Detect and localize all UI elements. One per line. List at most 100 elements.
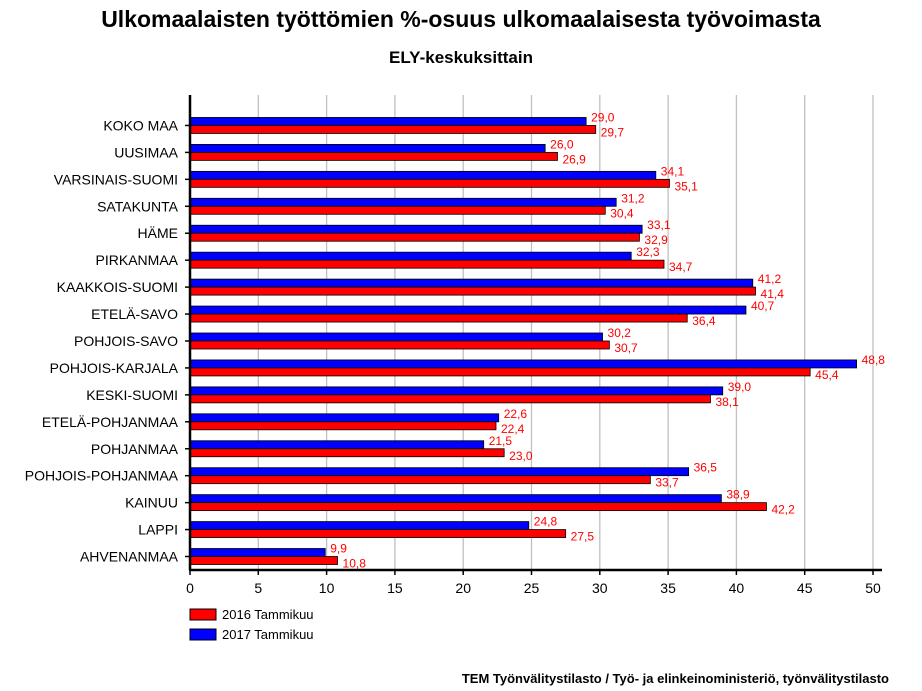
category-label: POHJOIS-SAVO — [74, 333, 178, 349]
category-label: PIRKANMAA — [96, 252, 179, 268]
value-label-2017: 31,2 — [621, 191, 645, 205]
category-label: POHJOIS-POHJANMAA — [25, 468, 179, 484]
legend: 2016 Tammikuu 2017 Tammikuu — [189, 607, 314, 642]
category-label: KAINUU — [125, 495, 178, 511]
value-label-2017: 30,2 — [608, 326, 632, 340]
bar-2016 — [189, 556, 338, 565]
value-label-2016: 26,9 — [562, 152, 586, 166]
category-label: UUSIMAA — [114, 144, 178, 160]
value-label-2017: 33,1 — [647, 218, 671, 232]
value-label-2016: 23,0 — [509, 449, 533, 463]
x-tick-label: 5 — [254, 580, 262, 596]
value-label-2017: 26,0 — [550, 137, 574, 151]
value-label-2017: 29,0 — [591, 110, 615, 124]
bar-2017 — [189, 144, 546, 153]
chart-subtitle: ELY-keskuksittain — [389, 48, 533, 67]
x-tick-label: 40 — [729, 580, 745, 596]
bar-2017 — [189, 386, 724, 396]
bar-2016 — [189, 125, 597, 134]
bar-2017 — [189, 278, 754, 288]
bar-2016 — [189, 340, 610, 350]
value-label-2016: 42,2 — [771, 503, 795, 517]
bar-2016 — [189, 205, 606, 215]
axes: 0 5 10 15 20 25 30 35 40 45 50 KOKO MAA UUSIMAA VARSI… — [25, 95, 882, 596]
value-label-2016: 30,7 — [614, 341, 638, 355]
x-tick-label: 35 — [660, 580, 676, 596]
legend-label: 2017 Tammikuu — [222, 627, 314, 642]
legend-label: 2016 Tammikuu — [222, 607, 314, 622]
bar-2017 — [189, 170, 657, 180]
bar-2017 — [189, 117, 587, 126]
x-tick-label: 0 — [186, 580, 194, 596]
bar-2017 — [189, 413, 500, 423]
value-label-2016: 35,1 — [674, 179, 698, 193]
value-label-2016: 32,9 — [644, 233, 668, 247]
category-label: ETELÄ-SAVO — [91, 306, 178, 322]
value-label-2017: 48,8 — [862, 353, 886, 367]
bar-2017 — [189, 224, 643, 234]
value-label-2016: 27,5 — [571, 530, 595, 544]
bar-2017 — [189, 359, 858, 369]
legend-swatch — [189, 628, 217, 641]
source-note: TEM Työnvälitystilasto / Työ- ja elinkei… — [462, 671, 889, 686]
bar-2016 — [189, 286, 756, 296]
bar-2016 — [189, 367, 811, 377]
x-tick-label: 30 — [592, 580, 608, 596]
x-tick-label: 25 — [524, 580, 540, 596]
x-tick-label: 10 — [319, 580, 335, 596]
value-label-2017: 36,5 — [694, 461, 718, 475]
bar-2016 — [189, 475, 651, 485]
value-label-2016: 38,1 — [715, 395, 739, 409]
category-label: SATAKUNTA — [97, 198, 179, 214]
bar-2017 — [189, 467, 689, 477]
bar-2017 — [189, 332, 603, 342]
value-label-2017: 34,1 — [661, 164, 685, 178]
value-label-2016: 22,4 — [501, 422, 525, 436]
value-label-2017: 39,0 — [728, 380, 752, 394]
legend-swatch — [189, 608, 217, 621]
value-label-2016: 41,4 — [761, 287, 785, 301]
bar-2017 — [189, 521, 530, 530]
x-tick-label: 50 — [865, 580, 881, 596]
bar-2016 — [189, 421, 497, 431]
bar-2017 — [189, 251, 632, 261]
bar-2016 — [189, 313, 688, 323]
value-label-2017: 40,7 — [751, 299, 775, 313]
x-tick-label: 45 — [797, 580, 813, 596]
chart-title: Ulkomaalaisten työttömien %-osuus ulkoma… — [101, 6, 821, 32]
bar-2016 — [189, 259, 665, 269]
bar-2016 — [189, 232, 640, 242]
bar-2017 — [189, 548, 326, 557]
category-label: KOKO MAA — [103, 117, 178, 133]
category-label: ETELÄ-POHJANMAA — [42, 414, 179, 430]
value-label-2016: 45,4 — [815, 368, 839, 382]
bar-2017 — [189, 197, 617, 207]
value-label-2016: 10,8 — [343, 557, 367, 571]
value-label-2016: 34,7 — [669, 260, 693, 274]
x-tick-label: 20 — [455, 580, 471, 596]
category-label: AHVENANMAA — [80, 549, 179, 565]
bars — [189, 117, 858, 565]
category-label: POHJANMAA — [91, 441, 179, 457]
bar-2016 — [189, 178, 670, 188]
value-label-2017: 24,8 — [534, 515, 558, 529]
category-label: KAAKKOIS-SUOMI — [57, 279, 178, 295]
bar-2016 — [189, 502, 767, 512]
value-label-2017: 9,9 — [330, 542, 347, 556]
value-label-2016: 30,4 — [610, 206, 634, 220]
category-label: HÄME — [138, 225, 178, 241]
value-label-2016: 36,4 — [692, 314, 716, 328]
bar-2017 — [189, 494, 722, 504]
value-label-2016: 29,7 — [601, 125, 625, 139]
bar-2016 — [189, 448, 505, 458]
category-label: POHJOIS-KARJALA — [50, 360, 179, 376]
bar-2016 — [189, 152, 558, 161]
category-label: VARSINAIS-SUOMI — [54, 171, 178, 187]
bar-2017 — [189, 440, 485, 450]
value-label-2017: 21,5 — [489, 434, 513, 448]
value-label-2017: 41,2 — [758, 272, 782, 286]
bar-2016 — [189, 529, 567, 538]
x-tick-label: 15 — [387, 580, 403, 596]
bar-2017 — [189, 305, 747, 315]
value-labels: 29,029,7 26,026,9 34,135,1 31,230,4 33,132,9… — [330, 110, 885, 570]
